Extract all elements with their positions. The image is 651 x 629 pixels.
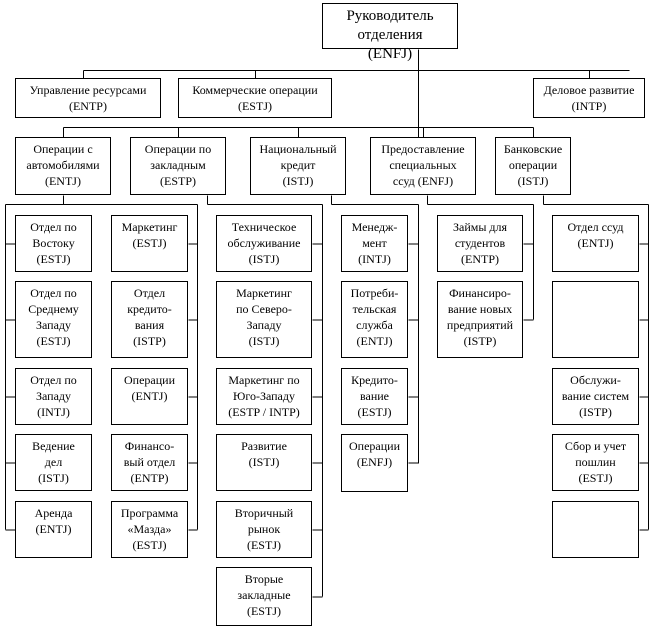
box-unit-auto-left: Ведение дел (ISTJ) [15, 434, 92, 491]
box-unit-auto-right: Программа «Мазда» (ESTJ) [111, 501, 188, 558]
box-unit-mortgage: Вторые закладные (ESTJ) [216, 567, 312, 626]
box-unit-auto-right: Маркетинг (ESTJ) [111, 215, 188, 272]
box-unit-banking [552, 501, 639, 558]
box-unit-national: Менедж- мент (INTJ) [341, 215, 408, 272]
box-national-credit: Национальный кредит (ISTJ) [250, 137, 346, 195]
box-mortgage-operations: Операции по закладным (ESTP) [130, 137, 226, 195]
box-business-development: Деловое развитие (INTP) [533, 78, 645, 118]
box-unit-auto-right: Финансо- вый отдел (ENTP) [111, 434, 188, 491]
box-unit-banking [552, 281, 639, 358]
box-unit-special: Займы для студентов (ENTP) [437, 215, 523, 272]
box-unit-auto-left: Отдел по Востоку (ESTJ) [15, 215, 92, 272]
box-unit-national: Операции (ENFJ) [341, 434, 408, 492]
box-unit-mortgage: Развитие (ISTJ) [216, 434, 312, 491]
box-unit-banking: Обслужи- вание систем (ISTP) [552, 368, 639, 425]
box-unit-banking: Отдел ссуд (ENTJ) [552, 215, 639, 272]
box-unit-auto-left: Отдел по Среднему Западу (ESTJ) [15, 281, 92, 358]
box-unit-special: Финансиро- вание новых предприятий (ISTP… [437, 281, 523, 358]
box-banking-operations: Банковские операции (ISTJ) [495, 137, 571, 195]
box-unit-mortgage: Маркетинг по Северо- Западу (ISTJ) [216, 281, 312, 358]
box-unit-mortgage: Вторичный рынок (ESTJ) [216, 501, 312, 558]
box-unit-auto-left: Аренда (ENTJ) [15, 501, 92, 558]
box-unit-auto-left: Отдел по Западу (INTJ) [15, 368, 92, 425]
box-unit-mortgage: Маркетинг по Юго-Западу (ESTP / INTP) [216, 368, 312, 425]
box-division-head: Руководитель отделения (ENFJ) [322, 3, 458, 62]
box-auto-operations: Операции с автомобилями (ENTJ) [15, 137, 111, 195]
box-unit-banking: Сбор и учет пошлин (ESTJ) [552, 434, 639, 491]
box-unit-mortgage: Техническое обслуживание (ISTJ) [216, 215, 312, 272]
box-special-loans: Предоставление специальных ссуд (ENFJ) [370, 137, 476, 195]
box-unit-national: Потреби- тельская служба (ENTJ) [341, 281, 408, 358]
box-unit-auto-right: Отдел кредито- вания (ISTP) [111, 281, 188, 358]
box-unit-auto-right: Операции (ENTJ) [111, 368, 188, 425]
box-commercial-operations: Коммерческие операции (ESTJ) [178, 78, 332, 118]
box-unit-national: Кредито- вание (ESTJ) [341, 368, 408, 425]
box-resource-management: Управление ресурсами (ENTP) [15, 78, 161, 118]
